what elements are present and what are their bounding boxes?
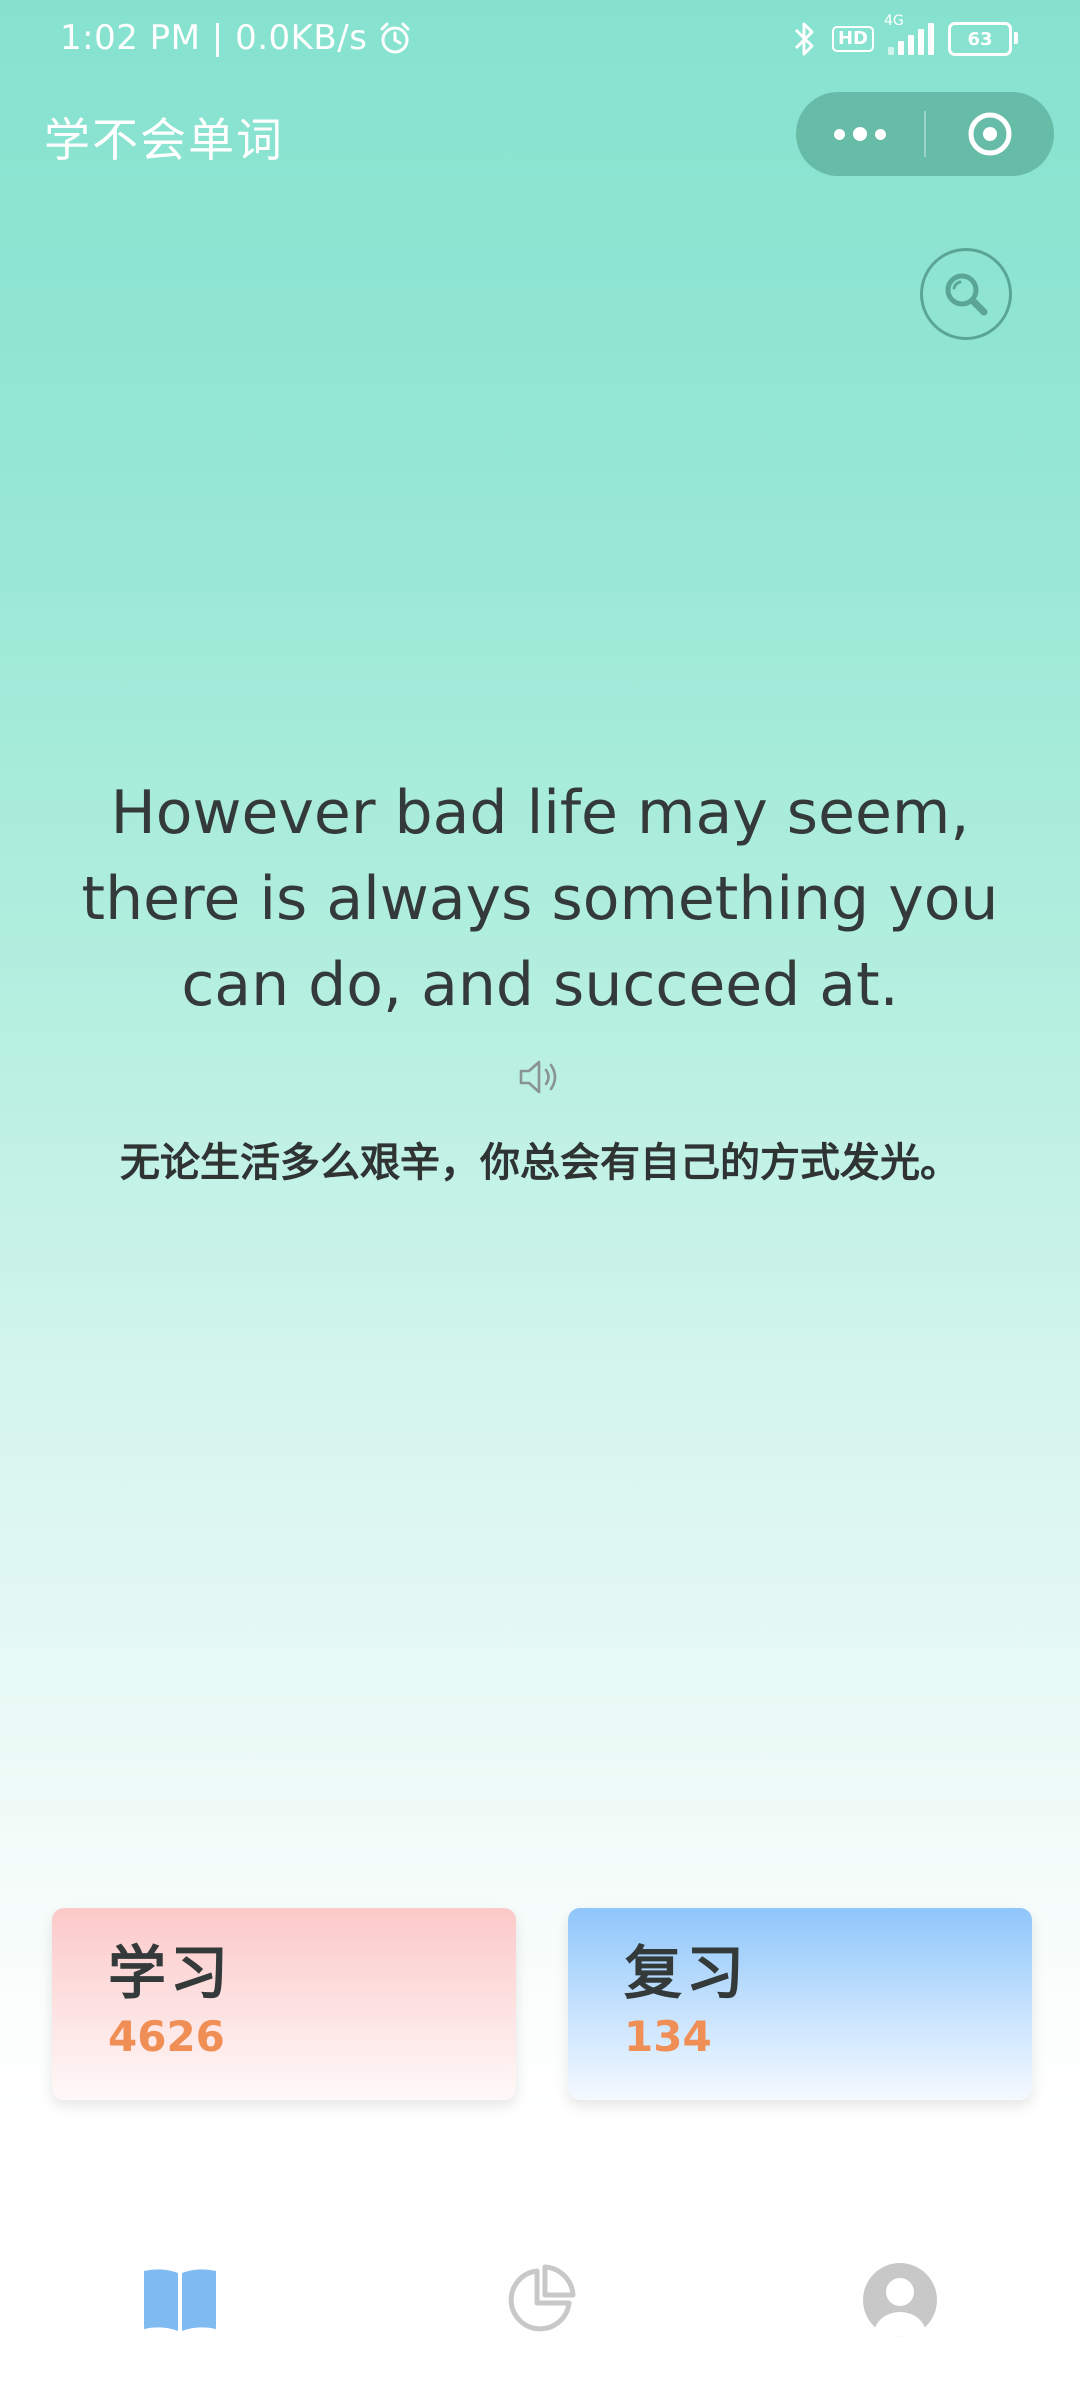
pie-chart-icon <box>508 2264 576 2332</box>
network-type: 4G <box>884 13 904 29</box>
book-icon <box>144 2269 216 2331</box>
more-button[interactable] <box>796 92 924 176</box>
tab-stats[interactable] <box>480 2240 600 2360</box>
capsule-divider <box>924 111 926 157</box>
quote-chinese: 无论生活多么艰辛，你总会有自己的方式发光。 <box>120 1140 960 1186</box>
target-icon <box>968 112 1012 156</box>
review-card[interactable]: 复习 134 <box>568 1908 1032 2100</box>
status-bar: 1:02 PM | 0.0KB/s HD 4G 63 <box>0 0 1080 80</box>
bluetooth-icon <box>794 22 814 56</box>
study-card-count: 4626 <box>108 2012 225 2061</box>
review-card-count: 134 <box>624 2012 712 2061</box>
close-button[interactable] <box>926 92 1054 176</box>
hd-badge: HD <box>831 26 874 52</box>
speaker-icon[interactable] <box>515 1052 565 1102</box>
more-icon-dot <box>875 128 886 140</box>
alarm-icon <box>380 22 410 54</box>
battery-level: 63 <box>967 28 993 50</box>
capsule-menu <box>796 92 1054 176</box>
bottom-nav <box>0 2240 1080 2360</box>
search-button[interactable] <box>920 248 1012 340</box>
status-left: 1:02 PM | 0.0KB/s <box>60 18 413 58</box>
status-time-speed: 1:02 PM | 0.0KB/s <box>60 18 368 58</box>
app-title: 学不会单词 <box>44 113 284 167</box>
review-card-label: 复习 <box>624 1939 749 2007</box>
search-icon <box>945 273 988 316</box>
signal-icon: 4G <box>884 13 934 55</box>
quote-english: However bad life may seem, there is alwa… <box>81 778 999 1020</box>
study-card[interactable]: 学习 4626 <box>52 1908 516 2100</box>
status-right: HD 4G 63 <box>792 13 1018 60</box>
study-card-label: 学习 <box>108 1939 233 2007</box>
more-icon <box>834 128 845 140</box>
more-icon-dot <box>853 127 867 141</box>
user-icon <box>863 2263 937 2337</box>
tab-me[interactable] <box>840 2240 960 2360</box>
tab-learn[interactable] <box>120 2240 240 2360</box>
battery-icon: 63 <box>948 22 1018 56</box>
